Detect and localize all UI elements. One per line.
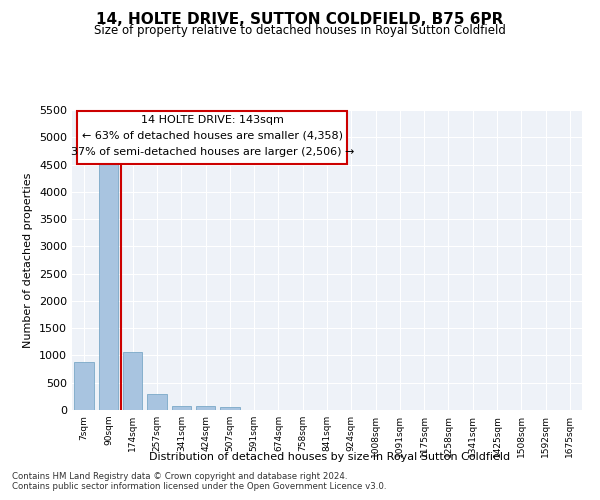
Text: 37% of semi-detached houses are larger (2,506) →: 37% of semi-detached houses are larger (… [71, 147, 354, 157]
Text: 14 HOLTE DRIVE: 143sqm: 14 HOLTE DRIVE: 143sqm [141, 115, 284, 125]
Text: 14, HOLTE DRIVE, SUTTON COLDFIELD, B75 6PR: 14, HOLTE DRIVE, SUTTON COLDFIELD, B75 6… [97, 12, 503, 28]
Bar [220, 408, 239, 410]
Bar [74, 362, 94, 410]
Bar [99, 162, 118, 410]
Text: Contains public sector information licensed under the Open Government Licence v3: Contains public sector information licen… [12, 482, 386, 491]
Bar [147, 394, 167, 410]
Text: ← 63% of detached houses are smaller (4,358): ← 63% of detached houses are smaller (4,… [82, 131, 343, 141]
Y-axis label: Number of detached properties: Number of detached properties [23, 172, 34, 348]
Bar [172, 406, 191, 410]
Text: Contains HM Land Registry data © Crown copyright and database right 2024.: Contains HM Land Registry data © Crown c… [12, 472, 347, 481]
Text: Distribution of detached houses by size in Royal Sutton Coldfield: Distribution of detached houses by size … [149, 452, 511, 462]
Bar [123, 352, 142, 410]
Bar [196, 406, 215, 410]
Text: Size of property relative to detached houses in Royal Sutton Coldfield: Size of property relative to detached ho… [94, 24, 506, 37]
FancyBboxPatch shape [77, 112, 347, 164]
